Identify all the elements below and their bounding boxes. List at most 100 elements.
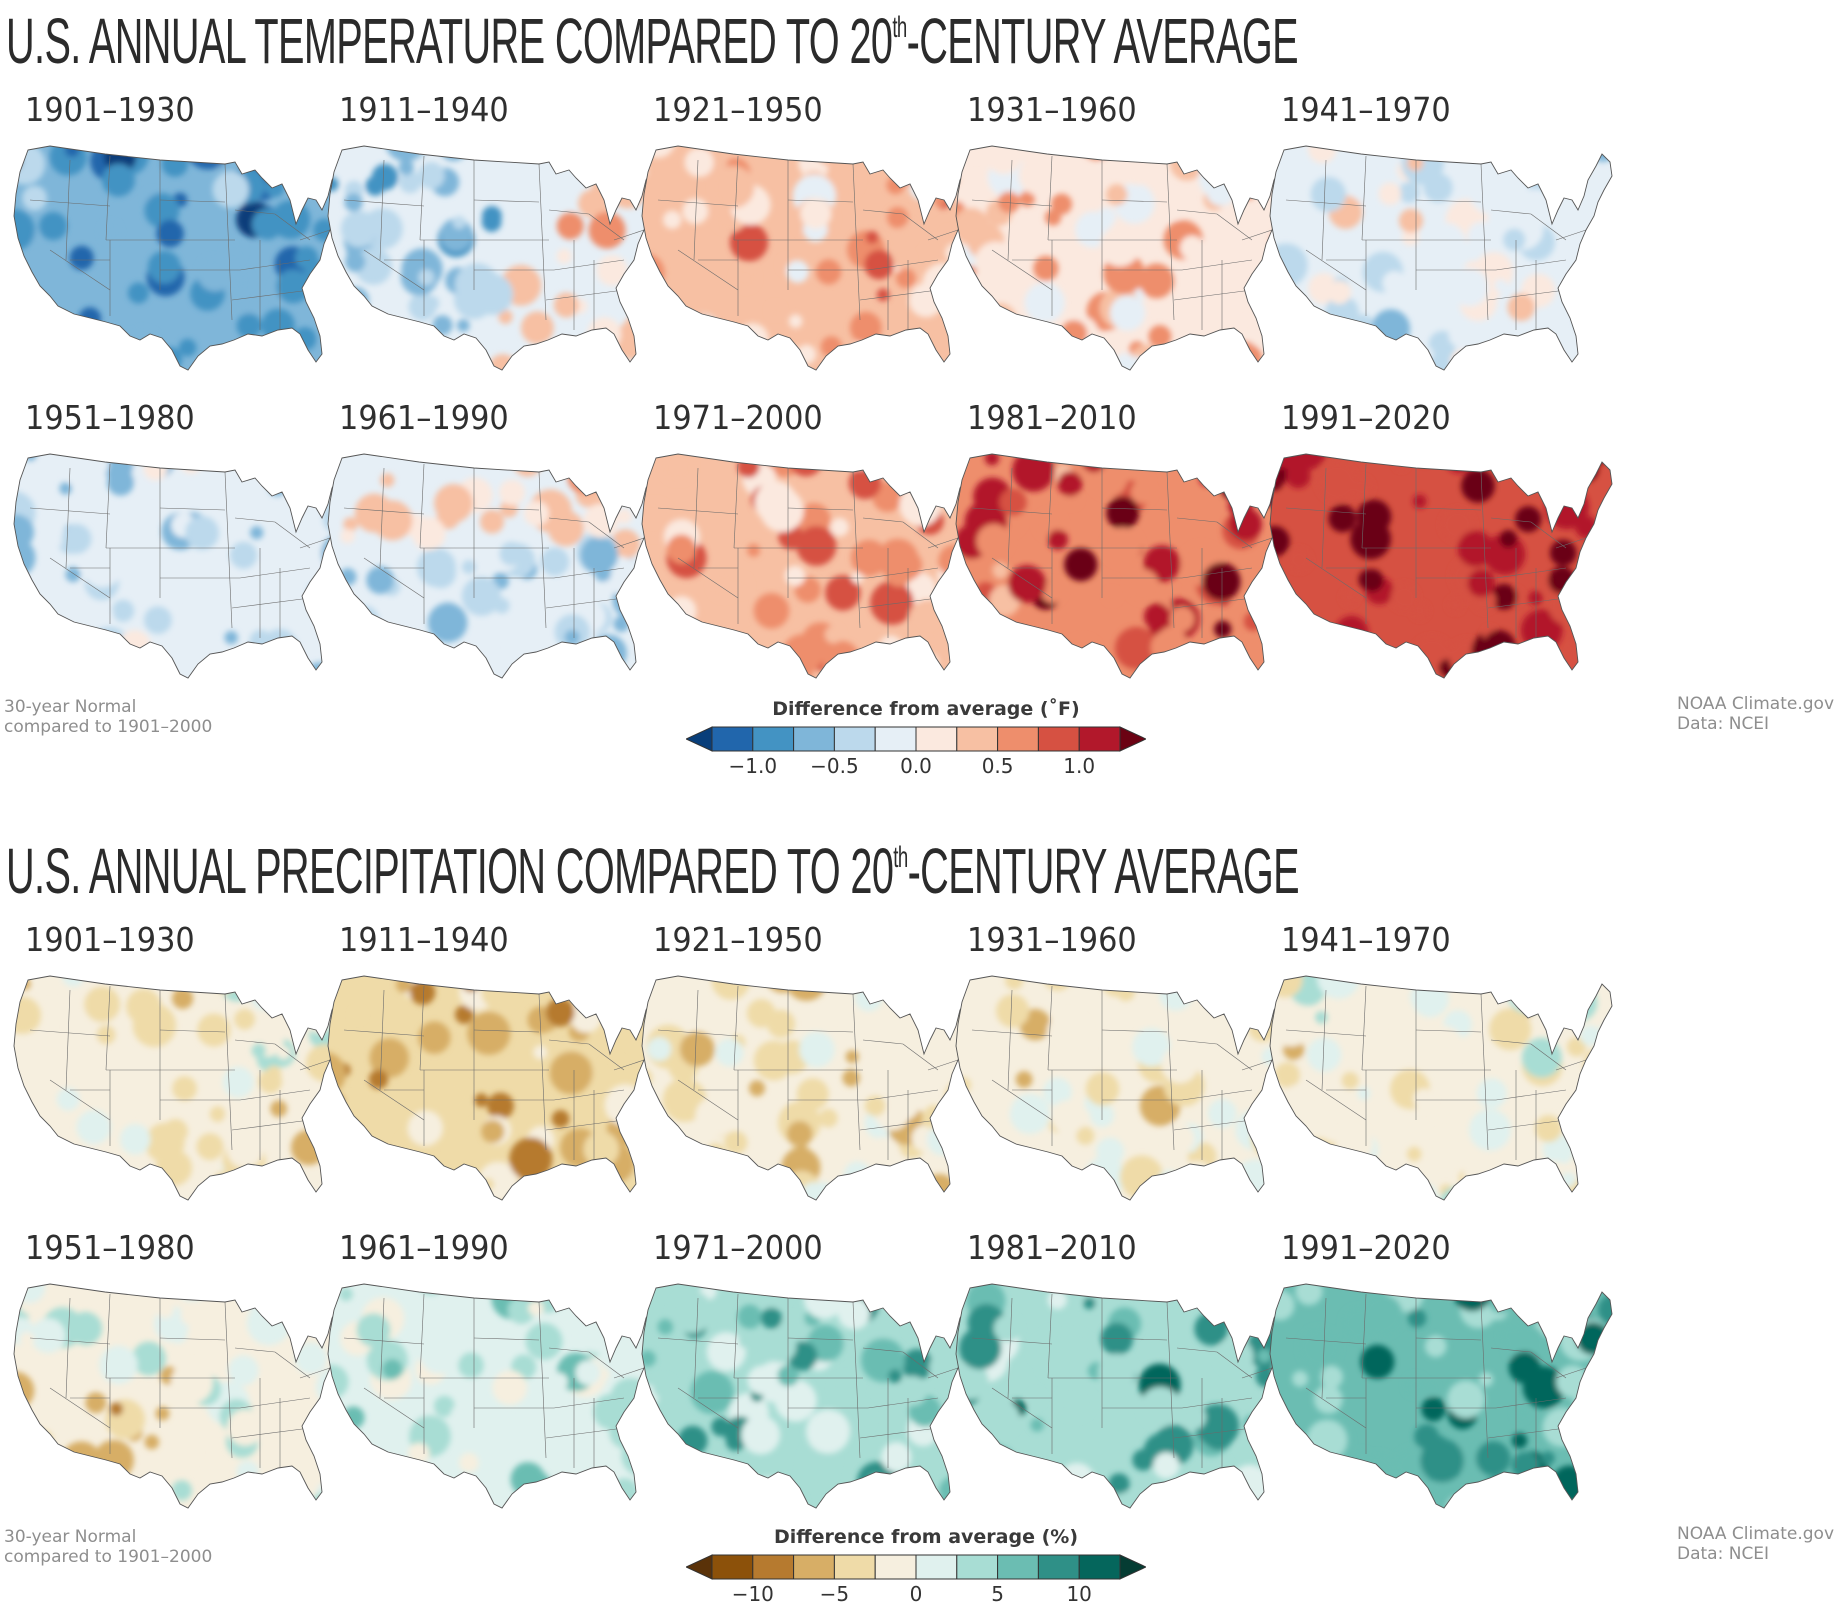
anomaly-patch <box>1164 1123 1195 1154</box>
anomaly-patch <box>567 665 596 678</box>
precipitation-panel: 1931–1960 <box>942 920 1310 1225</box>
state-border <box>1361 1293 1367 1379</box>
anomaly-patch <box>746 999 776 1028</box>
anomaly-patch <box>513 454 542 477</box>
us-outline <box>955 453 1299 679</box>
anomaly-patch <box>550 1372 568 1391</box>
state-border <box>1530 213 1567 241</box>
anomaly-patch <box>1242 187 1255 200</box>
temperature-anomaly-map <box>641 145 985 371</box>
anomaly-patch <box>102 163 135 197</box>
anomaly-patch <box>984 454 1000 466</box>
anomaly-patch <box>171 1480 192 1501</box>
state-border <box>105 985 111 1071</box>
anomaly-patch <box>1328 504 1357 533</box>
anomaly-patch <box>758 454 774 459</box>
anomaly-patch <box>1414 270 1433 289</box>
anomaly-patch <box>432 315 453 336</box>
anomaly-patch <box>1358 348 1382 370</box>
temperature-panel: 1941–1970 <box>1256 90 1624 395</box>
state-border <box>1415 1029 1482 1033</box>
anomaly-patch <box>690 356 706 370</box>
anomaly-patch <box>1423 1381 1438 1396</box>
state-border <box>159 1029 226 1033</box>
state-border <box>787 1337 854 1341</box>
us-outline <box>1269 453 1613 679</box>
legend-title: Difference from average (˚F) <box>772 698 1080 720</box>
anomaly-patch <box>956 1408 979 1449</box>
panel-period-label: 1911–1940 <box>339 920 509 959</box>
state-border <box>1173 597 1253 609</box>
legend-ticks: −10 −5 0 5 10 <box>686 1580 1146 1606</box>
anomaly-patch <box>992 562 1009 579</box>
anomaly-patch <box>1150 629 1187 666</box>
anomaly-patch <box>587 317 622 351</box>
anomaly-patch <box>969 1168 1009 1200</box>
anomaly-patch <box>1274 1062 1301 1088</box>
panel-period-label: 1971–2000 <box>653 1228 823 1267</box>
credit-line2: Data: NCEI <box>1677 714 1770 734</box>
temperature-panel: 1901–1930 <box>0 90 368 395</box>
state-border <box>1490 1039 1532 1045</box>
anomaly-patch <box>878 635 903 660</box>
anomaly-patch <box>1350 1159 1380 1190</box>
us-outline <box>13 453 357 679</box>
anomaly-patch <box>143 1185 161 1200</box>
state-border <box>1285 199 1367 207</box>
anomaly-patch <box>832 355 846 369</box>
state-border <box>588 1043 625 1071</box>
legend-tick-label: 0 <box>909 1582 923 1606</box>
anomaly-patch <box>1461 469 1495 503</box>
state-border <box>693 989 699 1091</box>
anomaly-patch <box>969 1408 991 1430</box>
anomaly-patch <box>330 629 359 657</box>
precipitation-credit: NOAA Climate.gov Data: NCEI <box>1677 1524 1834 1564</box>
anomaly-patch <box>1413 1088 1435 1110</box>
anomaly-patch <box>983 303 1017 337</box>
anomaly-patch <box>896 268 916 288</box>
anomaly-patch <box>956 1149 988 1189</box>
anomaly-patch <box>981 1446 1014 1479</box>
anomaly-patch <box>340 528 355 544</box>
anomaly-patch <box>1135 473 1152 490</box>
anomaly-patch <box>456 319 470 332</box>
anomaly-patch <box>1550 539 1577 566</box>
anomaly-patch <box>328 344 353 370</box>
precipitation-anomaly-map <box>13 1283 357 1509</box>
state-border <box>927 1059 959 1071</box>
anomaly-patch <box>733 265 758 290</box>
anomaly-patch <box>1120 1155 1164 1199</box>
anomaly-patch <box>387 354 406 370</box>
state-border <box>991 557 1053 599</box>
state-border <box>234 209 276 215</box>
anomaly-patch <box>958 1486 972 1499</box>
anomaly-patch <box>328 1136 359 1177</box>
anomaly-patch <box>902 994 920 1012</box>
credit-line1: NOAA Climate.gov <box>1677 1524 1835 1544</box>
legend-swatch <box>1078 1554 1121 1580</box>
anomaly-patch <box>679 1031 715 1067</box>
anomaly-patch <box>59 482 72 495</box>
state-border <box>548 517 590 523</box>
anomaly-patch <box>1489 1008 1532 1051</box>
state-border <box>1285 507 1367 515</box>
anomaly-patch <box>666 534 696 564</box>
anomaly-patch <box>351 1009 364 1022</box>
anomaly-patch <box>1148 325 1172 348</box>
anomaly-patch <box>1598 1294 1612 1325</box>
anomaly-patch <box>556 212 584 240</box>
anomaly-patch <box>548 510 584 547</box>
state-border <box>657 1029 739 1037</box>
anomaly-patch <box>1315 1011 1328 1024</box>
state-border <box>159 199 226 203</box>
anomaly-patch <box>14 1093 18 1108</box>
anomaly-patch <box>1390 583 1418 611</box>
anomaly-patch <box>209 1106 226 1122</box>
anomaly-patch <box>465 454 479 460</box>
anomaly-patch <box>1424 1025 1463 1064</box>
anomaly-patch <box>670 1290 713 1334</box>
anomaly-patch <box>81 546 123 588</box>
anomaly-patch <box>173 1439 199 1465</box>
anomaly-patch <box>1431 1435 1448 1452</box>
anomaly-patch <box>1286 1085 1305 1103</box>
